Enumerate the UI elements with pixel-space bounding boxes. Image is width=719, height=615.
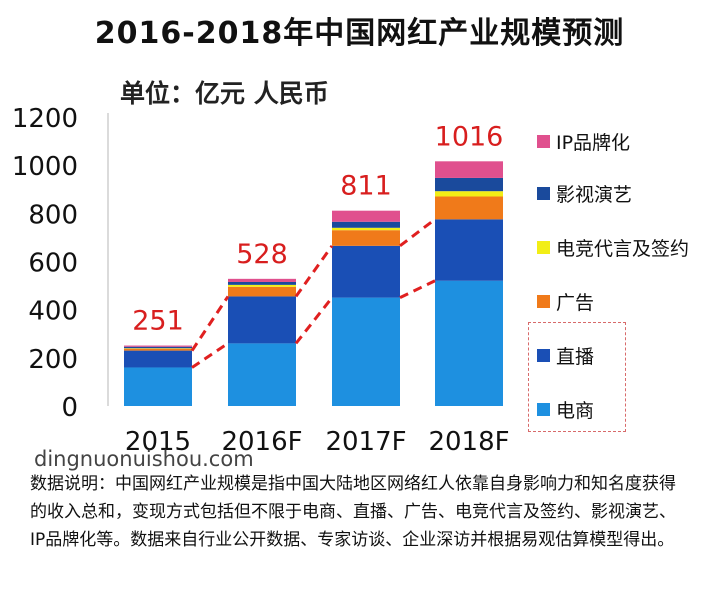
chart-title: 2016-2018年中国网红产业规模预测 — [94, 16, 625, 51]
total-data-label: 251 — [132, 306, 184, 337]
stacked-bar-chart: 0 200 400 600 800 1000 1200 2015 251 2016F 528 2017… — [12, 104, 510, 457]
legend-item: 电商 — [537, 396, 594, 423]
legend-swatch — [537, 349, 550, 362]
legend-swatch — [537, 241, 550, 254]
legend-label: IP品牌化 — [556, 132, 631, 154]
legend-item: 影视演艺 — [537, 180, 632, 207]
bar-segment — [228, 296, 296, 344]
trend-line — [399, 279, 436, 299]
legend-label: 直播 — [556, 346, 595, 368]
bar-segment — [332, 297, 400, 406]
bar-segment — [228, 343, 296, 406]
trend-line — [399, 218, 436, 248]
data-note: 数据说明：中国网红产业规模是指中国大陆地区网络红人依靠自身影响力和知名度获得的收… — [30, 474, 676, 550]
bar-segment — [332, 221, 400, 228]
legend-label: 电竞代言及签约 — [556, 238, 690, 260]
legend-label: 电商 — [556, 400, 595, 422]
bar-segment — [435, 196, 503, 220]
y-tick-label: 0 — [61, 393, 78, 423]
bar-segment — [124, 348, 192, 351]
bar-segment — [124, 346, 192, 349]
unit-label: 单位：亿元 人民币 — [120, 79, 329, 108]
bar-segment — [124, 350, 192, 368]
bar-segment — [332, 227, 400, 231]
legend-swatch — [537, 187, 550, 200]
legend-item: 直播 — [537, 342, 594, 369]
legend-swatch — [537, 135, 550, 148]
bar-segment — [435, 280, 503, 406]
y-tick-label: 200 — [28, 345, 78, 375]
bar-segment — [435, 219, 503, 281]
y-tick-label: 1000 — [12, 152, 78, 182]
bar-segment — [228, 278, 296, 282]
total-data-label: 528 — [236, 239, 288, 270]
bar-segment — [435, 191, 503, 197]
trend-line — [294, 244, 334, 298]
x-tick-label: 2018F — [428, 427, 509, 457]
bar-segment — [228, 284, 296, 287]
legend-item: IP品牌化 — [537, 128, 630, 155]
legend-highlight-box — [528, 322, 626, 432]
bar-segment — [435, 161, 503, 178]
y-tick-label: 1200 — [12, 104, 78, 134]
y-tick-label: 400 — [28, 297, 78, 327]
legend-label: 广告 — [556, 292, 595, 314]
bar-segment — [332, 230, 400, 246]
total-data-label: 811 — [340, 171, 392, 202]
x-tick-label: 2016F — [221, 427, 302, 457]
legend-swatch — [537, 295, 550, 308]
bar-segment — [332, 245, 400, 298]
legend-item: 广告 — [537, 288, 594, 315]
trend-line — [190, 295, 230, 352]
bar-segment — [228, 286, 296, 297]
x-tick-label: 2015 — [125, 427, 191, 457]
watermark-text: dingnuonuishou.com — [34, 447, 254, 471]
legend-item: 电竞代言及签约 — [537, 234, 689, 261]
bar-segment — [228, 281, 296, 285]
total-data-label: 1016 — [435, 121, 504, 152]
y-tick-label: 800 — [28, 200, 78, 230]
bar-segment — [435, 177, 503, 192]
bar-segment — [124, 367, 192, 406]
trend-line — [191, 342, 229, 369]
y-tick-label: 600 — [28, 249, 78, 279]
x-tick-label: 2017F — [325, 427, 406, 457]
legend-swatch — [537, 403, 550, 416]
bar-segment — [332, 210, 400, 222]
trend-line — [294, 296, 334, 345]
bar-segment — [124, 345, 192, 347]
legend-label: 影视演艺 — [556, 184, 633, 206]
